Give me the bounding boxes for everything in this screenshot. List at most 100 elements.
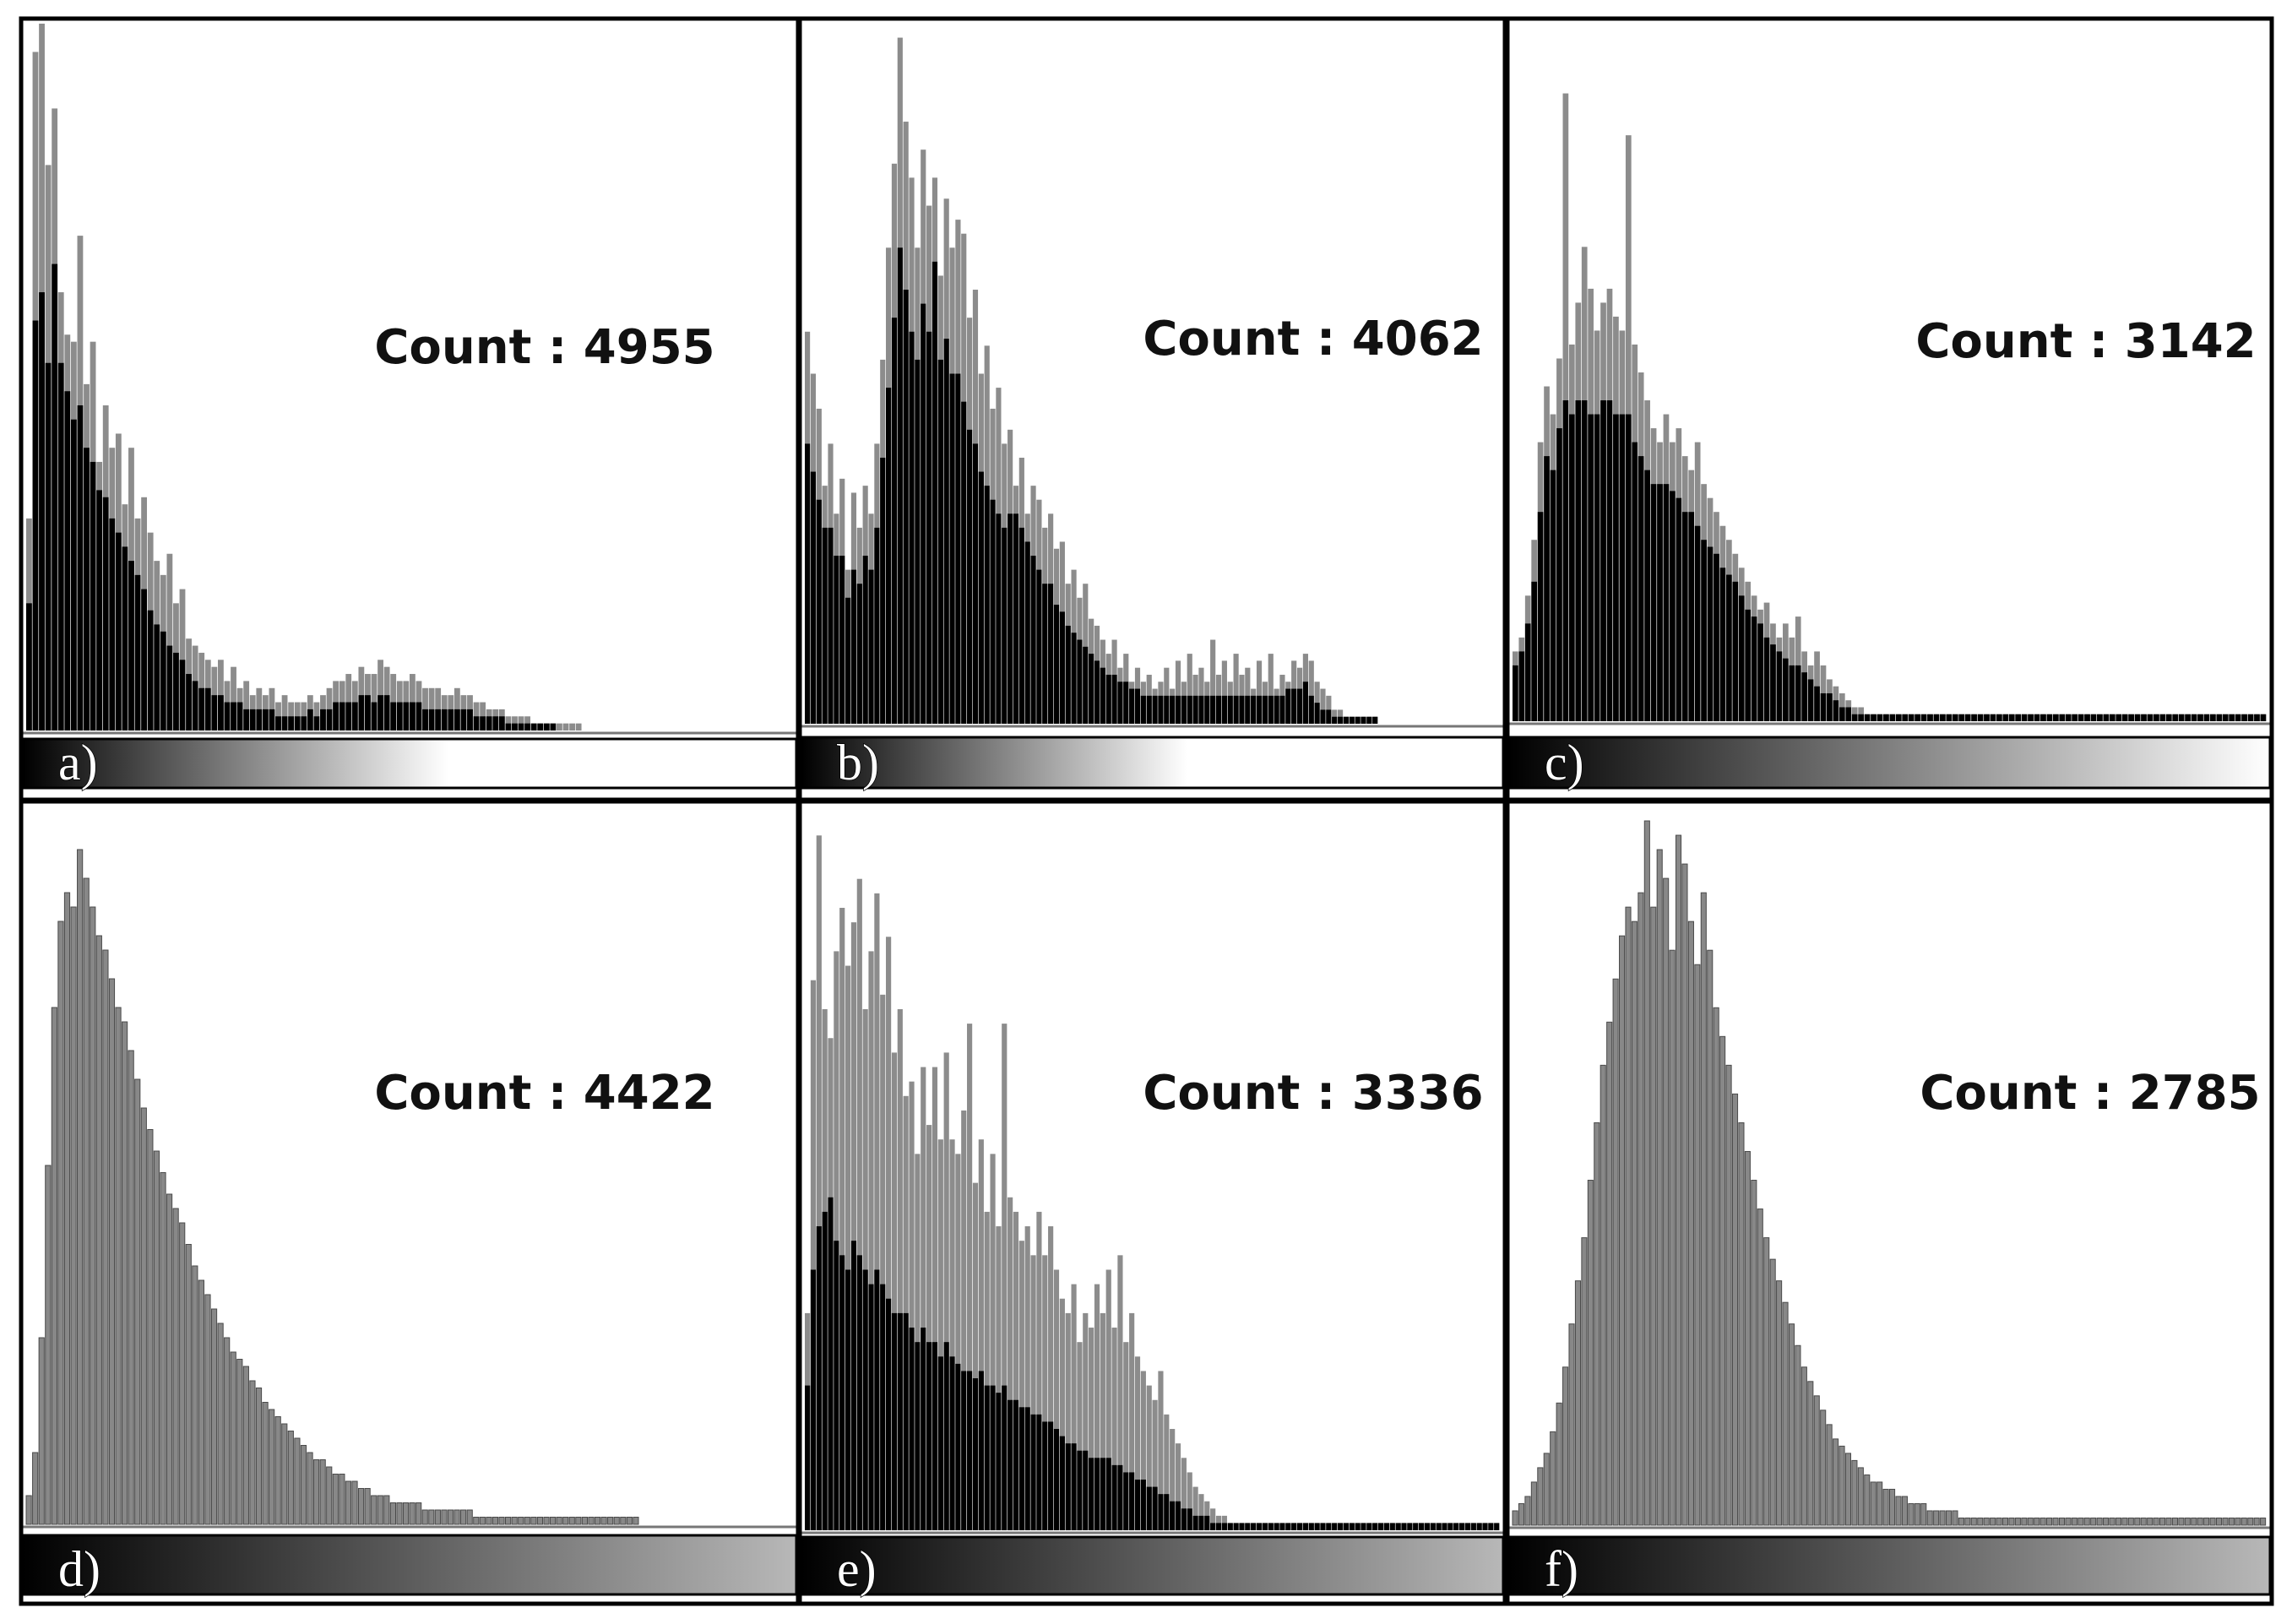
histogram-bar bbox=[874, 1269, 880, 1530]
histogram-bar bbox=[45, 1165, 52, 1525]
panel-letter: a) bbox=[58, 735, 98, 790]
histogram-bar bbox=[428, 709, 435, 731]
histogram-bar bbox=[1308, 1523, 1314, 1530]
histogram-bar bbox=[518, 1517, 524, 1525]
histogram-bar bbox=[1002, 527, 1008, 724]
histogram-series-2 bbox=[1513, 400, 2267, 721]
histogram-bar bbox=[575, 723, 582, 731]
histogram-bar bbox=[2215, 1517, 2223, 1526]
histogram-bar bbox=[537, 723, 544, 731]
histogram-bar bbox=[1581, 1237, 1588, 1526]
histogram-bar bbox=[1227, 1523, 1233, 1530]
histogram-bar bbox=[1632, 442, 1638, 721]
histogram-bar bbox=[2153, 1517, 2159, 1526]
histogram-bar bbox=[313, 1459, 320, 1525]
histogram-bar bbox=[1600, 400, 1606, 721]
histogram-bar bbox=[2046, 714, 2053, 721]
histogram-bar bbox=[1707, 546, 1714, 721]
histogram-bar bbox=[1470, 1523, 1476, 1530]
histogram-bar bbox=[186, 674, 192, 731]
histogram-bar bbox=[473, 1517, 480, 1525]
histogram-bar bbox=[1337, 1523, 1344, 1530]
histogram-bar bbox=[383, 695, 390, 731]
histogram-bar bbox=[1105, 1458, 1111, 1530]
histogram-bar bbox=[288, 716, 295, 731]
panels-group: a) Count : 4955 b) Count : 4062 c) Count : 31… bbox=[19, 16, 2274, 1606]
histogram-bar bbox=[909, 1328, 915, 1530]
histogram-bar bbox=[1343, 1523, 1349, 1530]
histogram-bar bbox=[1204, 1515, 1210, 1530]
histogram-bar bbox=[1192, 1486, 1198, 1530]
histogram-bar bbox=[275, 716, 281, 731]
histogram-bar bbox=[307, 1452, 313, 1525]
histogram-panel-1: a) Count : 4955 bbox=[19, 16, 801, 802]
histogram-bar bbox=[396, 1502, 403, 1525]
histogram-bar bbox=[70, 906, 77, 1525]
histogram-bar bbox=[1094, 1284, 1100, 1530]
histogram-bar bbox=[1111, 1464, 1117, 1530]
histogram-bar bbox=[972, 443, 979, 724]
histogram-bar bbox=[294, 1437, 301, 1525]
histogram-bar bbox=[473, 716, 480, 731]
histogram-bar bbox=[1140, 695, 1146, 724]
histogram-bar bbox=[211, 695, 218, 731]
histogram-bar bbox=[466, 1509, 473, 1525]
histogram-bar bbox=[1562, 400, 1569, 721]
histogram-bar bbox=[1326, 1523, 1332, 1530]
histogram-bar bbox=[2128, 714, 2134, 721]
histogram-bar bbox=[160, 1172, 166, 1525]
histogram-bar bbox=[1751, 1180, 1757, 1526]
histogram-bar bbox=[1210, 695, 1216, 724]
histogram-bar bbox=[421, 1509, 428, 1525]
histogram-bar bbox=[2127, 1517, 2134, 1526]
histogram-bar bbox=[1537, 512, 1544, 721]
histogram-bar bbox=[1613, 414, 1619, 721]
histogram-bar bbox=[243, 709, 250, 731]
histogram-bar bbox=[1140, 1371, 1146, 1530]
histogram-bar bbox=[1895, 1496, 1902, 1526]
histogram-bar bbox=[448, 709, 454, 731]
histogram-bar bbox=[1694, 525, 1701, 721]
histogram-bar bbox=[1726, 574, 1732, 721]
histogram-bar bbox=[84, 448, 90, 731]
histogram-bar bbox=[1152, 1486, 1158, 1530]
histogram-bar bbox=[1018, 1407, 1024, 1530]
histogram-bar bbox=[2178, 1517, 2185, 1526]
histogram-bar bbox=[839, 1255, 845, 1530]
histogram-bar bbox=[1198, 695, 1204, 724]
histogram-bar bbox=[1308, 660, 1314, 724]
histogram-bar bbox=[1013, 513, 1019, 724]
histogram-bar bbox=[926, 1125, 932, 1530]
histogram-bar bbox=[332, 1474, 339, 1525]
histogram-panel-2: b) Count : 4062 bbox=[797, 16, 1507, 802]
histogram-bar bbox=[926, 331, 932, 724]
histogram-bar bbox=[1146, 695, 1152, 724]
histogram-bar bbox=[1977, 714, 1984, 721]
histogram-bar bbox=[1562, 1366, 1569, 1526]
histogram-bar bbox=[301, 716, 307, 731]
histogram-bar bbox=[1568, 414, 1575, 721]
histogram-bar bbox=[179, 660, 186, 731]
histogram-bar bbox=[2197, 714, 2203, 721]
histogram-bar bbox=[1870, 1481, 1877, 1526]
histogram-bar bbox=[1210, 639, 1216, 724]
histogram-bar bbox=[2034, 714, 2040, 721]
histogram-bar bbox=[243, 681, 250, 731]
histogram-bar bbox=[931, 1067, 938, 1530]
histogram-bar bbox=[1543, 1453, 1550, 1526]
histogram-bar bbox=[2121, 714, 2128, 721]
histogram-bar bbox=[1556, 428, 1562, 721]
histogram-bar bbox=[2235, 1517, 2241, 1526]
histogram-bar bbox=[909, 1081, 915, 1530]
histogram-bar bbox=[1158, 1494, 1164, 1530]
histogram-bar bbox=[562, 723, 569, 731]
histogram-bar bbox=[345, 702, 352, 731]
histogram-bar bbox=[996, 1393, 1002, 1530]
histogram-bar bbox=[166, 1193, 173, 1525]
histogram-bar bbox=[805, 1385, 811, 1530]
histogram-bar bbox=[1901, 1496, 1908, 1526]
histogram-bar bbox=[1262, 1523, 1268, 1530]
histogram-bar bbox=[949, 373, 955, 724]
histogram-bar bbox=[236, 702, 243, 731]
histogram-series-2 bbox=[26, 263, 557, 731]
